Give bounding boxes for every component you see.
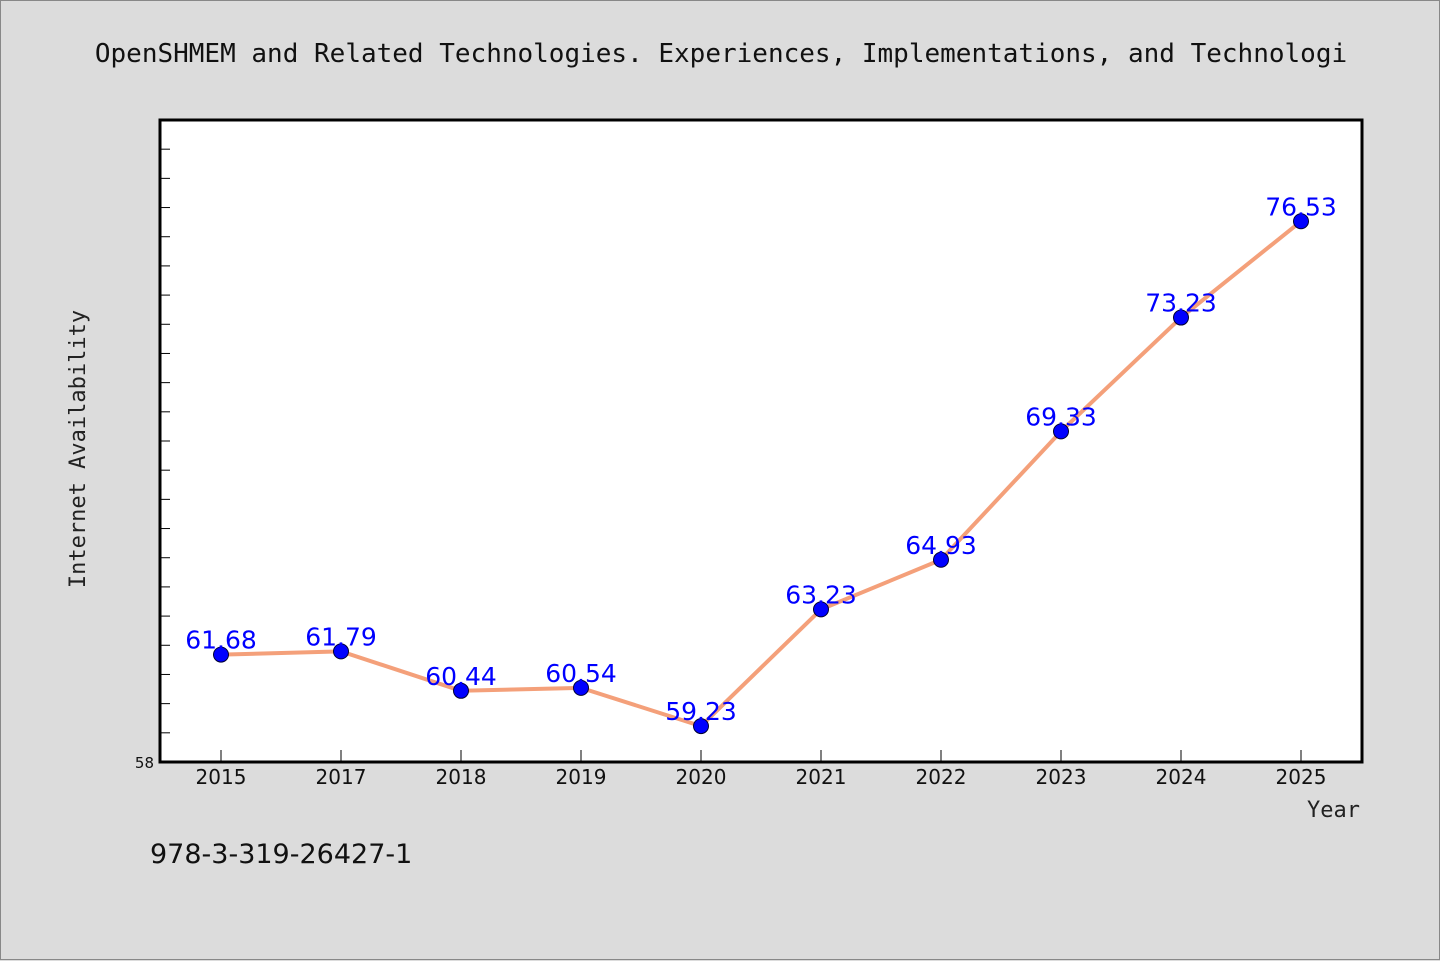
x-axis-ticks [220, 750, 1302, 762]
data-point-label: 63.23 [785, 580, 857, 609]
plot-area [160, 120, 1362, 762]
x-tick-label: 2024 [1156, 765, 1207, 789]
plot-border [158, 118, 1364, 764]
footnote-isbn: 978-3-319-26427-1 [150, 839, 412, 870]
x-tick-label: 2015 [196, 765, 247, 789]
x-tick-label: 2020 [676, 765, 727, 789]
series-line [219, 219, 1303, 729]
data-point-marker [1173, 309, 1189, 326]
chart-title: OpenSHMEM and Related Technologies. Expe… [95, 39, 1347, 69]
x-tick-label: 2017 [316, 765, 367, 789]
data-point-marker [933, 551, 949, 568]
data-point-label: 73.23 [1145, 289, 1217, 318]
y-tick-label: 58 [135, 754, 154, 772]
data-point-label: 61.68 [185, 626, 257, 655]
data-point-label: 64.93 [905, 531, 977, 560]
series-line-group [219, 219, 1303, 729]
data-point-marker [1053, 423, 1069, 440]
data-point-marker [333, 643, 349, 660]
data-point-marker [693, 718, 709, 735]
x-tick-label: 2022 [916, 765, 967, 789]
data-point-label: 59.23 [665, 697, 737, 726]
x-tick-label: 2025 [1276, 765, 1327, 789]
x-tick-label: 2021 [796, 765, 847, 789]
data-point-marker [573, 679, 589, 696]
x-tick-label: 2018 [436, 765, 487, 789]
y-axis-ticks [160, 119, 170, 763]
data-point-marker [453, 682, 469, 699]
data-point-label: 60.54 [545, 659, 617, 688]
y-axis-title: Internet Availability [66, 310, 91, 588]
x-tick-label: 2023 [1036, 765, 1087, 789]
data-point-marker [813, 601, 829, 618]
x-tick-label: 2019 [556, 765, 607, 789]
data-point-label: 61.79 [305, 622, 377, 651]
data-point-marker [1293, 213, 1309, 230]
data-point-label: 69.33 [1025, 402, 1097, 431]
data-labels: 61.68 61.79 60.44 60.54 59.23 63.23 64.93 69.33… [185, 192, 1337, 726]
data-points [213, 213, 1309, 735]
data-point-label: 76.53 [1265, 192, 1337, 221]
y-tick-labels: 58 [135, 754, 154, 772]
x-tick-labels: 2015 2017 2018 2019 2020 2021 2022 2023 2024 2025 [196, 765, 1327, 789]
x-axis-title: Year [1307, 798, 1360, 823]
data-point-marker [213, 646, 229, 663]
data-point-label: 60.44 [425, 662, 497, 691]
